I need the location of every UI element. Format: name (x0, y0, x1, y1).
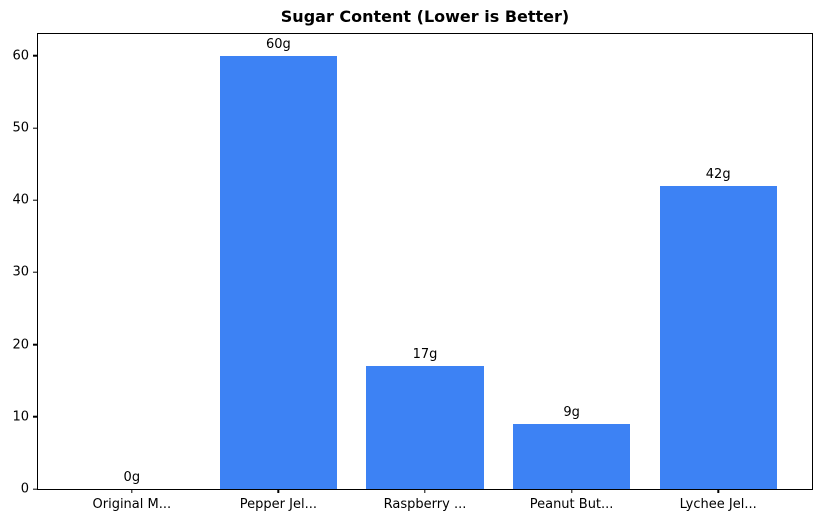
bar (512, 424, 631, 489)
x-tick-label: Peanut But... (529, 497, 614, 512)
y-tick-mark (33, 199, 37, 201)
chart-title: Sugar Content (Lower is Better) (280, 7, 570, 26)
bar-value-label: 60g (266, 36, 291, 52)
x-tick-label: Original M... (92, 497, 172, 512)
y-tick-label: 10 (12, 409, 29, 425)
bar-value-label: 17g (412, 347, 438, 363)
y-tick-label: 40 (12, 192, 29, 208)
y-tick-mark (33, 271, 37, 274)
bar (219, 55, 338, 489)
x-tick-label: Pepper Jel... (239, 497, 318, 512)
bar-value-label: 9g (563, 405, 580, 421)
x-tick-mark (131, 489, 133, 493)
bar (366, 366, 484, 489)
x-tick-label: Raspberry ... (383, 497, 467, 512)
bar (659, 185, 777, 489)
y-tick-label: 20 (12, 337, 29, 353)
plot-area: 0 10 20 30 40 50 60 0g Original M... 60g Pepper Je… (12, 33, 813, 512)
y-tick-label: 60 (12, 48, 29, 64)
bar-value-label: 0g (123, 470, 141, 485)
y-tick-label: 30 (12, 264, 29, 280)
x-tick-mark (424, 489, 426, 493)
y-tick-label: 50 (12, 120, 29, 136)
y-tick-mark (33, 416, 37, 418)
x-tick-mark (717, 489, 719, 493)
y-tick-mark (33, 127, 37, 129)
y-tick-mark (33, 488, 37, 490)
y-tick-mark (33, 54, 37, 57)
x-tick-mark (570, 489, 573, 493)
bar-value-label: 42g (705, 166, 731, 182)
y-tick-mark (33, 343, 37, 346)
x-tick-label: Lychee Jel... (679, 497, 757, 512)
y-tick-label: 0 (20, 481, 29, 497)
x-tick-mark (277, 489, 280, 493)
